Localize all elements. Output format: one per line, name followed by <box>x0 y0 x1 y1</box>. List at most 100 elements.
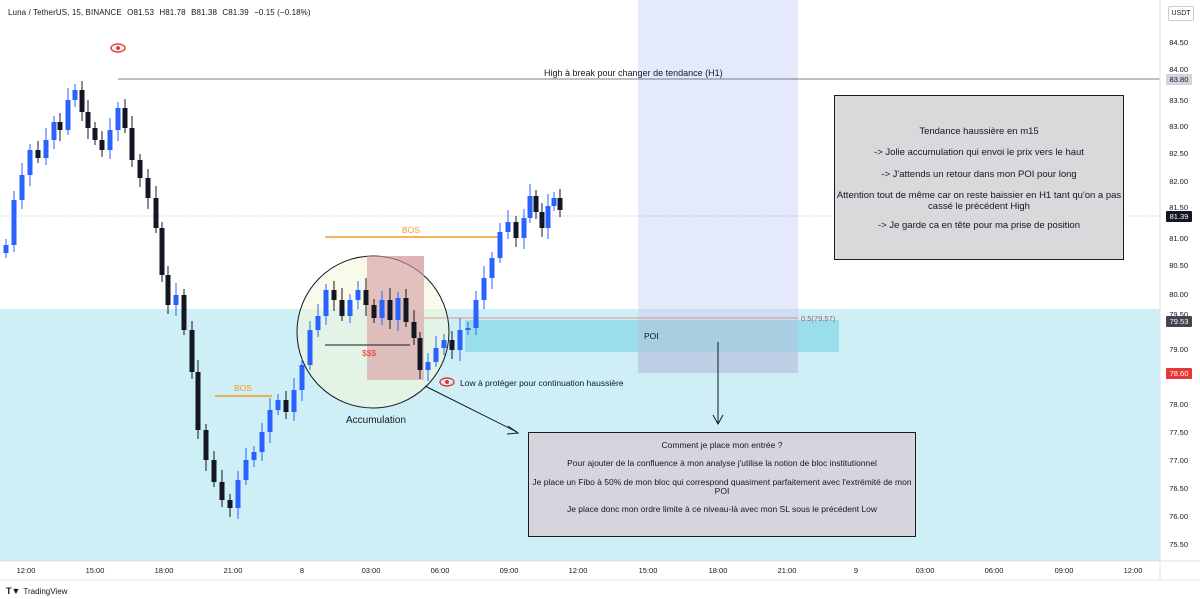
candle-body <box>473 300 479 328</box>
accumulation-label[interactable]: Accumulation <box>346 415 407 426</box>
candle-body <box>379 300 385 318</box>
time-tick: 21:00 <box>777 566 797 575</box>
time-tick: 03:00 <box>361 566 381 575</box>
open-value: O81.53 <box>127 8 154 17</box>
candle-body <box>195 372 201 430</box>
time-tick: 18:00 <box>154 566 174 575</box>
candle-body <box>331 290 337 300</box>
bos-label-bottom[interactable]: BOS <box>234 383 252 393</box>
entry-note-line: Pour ajouter de la confluence à mon anal… <box>567 458 877 469</box>
liquidity-label[interactable]: $$$ <box>362 348 377 358</box>
trend-note-line: -> Je garde ca en tête pour ma prise de … <box>878 220 1080 232</box>
time-tick: 12:00 <box>16 566 36 575</box>
candle-body <box>85 112 91 128</box>
symbol-legend[interactable]: Luna / TetherUS, 15, BINANCE O81.53 H81.… <box>8 8 314 17</box>
candle-body <box>339 300 345 316</box>
current-price-tag: 81.39 <box>1166 211 1192 222</box>
candle-body <box>251 452 257 460</box>
candle-body <box>481 278 487 300</box>
high-price-tag: 83.80 <box>1166 74 1192 85</box>
time-tick: 18:00 <box>708 566 728 575</box>
candle-body <box>551 198 557 206</box>
candle-body <box>115 108 121 130</box>
time-tick: 09:00 <box>499 566 519 575</box>
high-value: H81.78 <box>159 8 186 17</box>
candle-body <box>51 122 57 140</box>
price-tick: 76.50 <box>1169 484 1188 493</box>
trend-note[interactable]: Tendance haussière en m15 -> Jolie accum… <box>834 95 1124 260</box>
candle-body <box>307 330 313 365</box>
eye-icon[interactable] <box>110 43 126 53</box>
candle-body <box>57 122 63 130</box>
candle-body <box>411 322 417 338</box>
tradingview-logo[interactable]: T▼ TradingView <box>6 586 67 596</box>
candle-body <box>323 290 329 316</box>
candle-body <box>99 140 105 150</box>
price-tick: 82.00 <box>1169 177 1188 186</box>
high-line-label[interactable]: High à break pour changer de tendance (H… <box>544 68 723 78</box>
symbol-name[interactable]: Luna / TetherUS, 15, BINANCE <box>8 8 122 17</box>
price-tick: 81.50 <box>1169 203 1188 212</box>
candle-body <box>173 295 179 305</box>
poi-label[interactable]: POI <box>644 331 659 341</box>
candle-body <box>145 178 151 198</box>
low-label[interactable]: Low à protéger pour continuation haussiè… <box>460 378 624 388</box>
candle-body <box>203 430 209 460</box>
candle-body <box>371 305 377 318</box>
bos-label-top[interactable]: BOS <box>402 225 420 235</box>
candle-body <box>165 275 171 305</box>
candle-body <box>283 400 289 412</box>
entry-note-title: Comment je place mon entrée ? <box>661 440 783 450</box>
candle-body <box>275 400 281 410</box>
candle-body <box>122 108 128 128</box>
candle-body <box>403 298 409 322</box>
candle-body <box>181 295 187 330</box>
fib-level-label[interactable]: 0.5(79.57) <box>801 314 836 323</box>
price-tick: 80.00 <box>1169 290 1188 299</box>
candle-body <box>65 100 71 130</box>
currency-button[interactable]: USDT <box>1168 6 1194 21</box>
candle-body <box>227 500 233 508</box>
time-tick: 12:00 <box>1123 566 1143 575</box>
candle-body <box>79 90 85 112</box>
price-tick: 76.00 <box>1169 512 1188 521</box>
price-tick: 79.00 <box>1169 345 1188 354</box>
time-tick: 21:00 <box>223 566 243 575</box>
zone-top-tag: 79.53 <box>1166 316 1192 327</box>
arrow-down-head <box>712 414 724 426</box>
trend-note-line: -> J'attends un retour dans mon POI pour… <box>881 168 1077 180</box>
candle-body <box>27 150 33 175</box>
time-tick: 9 <box>853 566 859 575</box>
price-tick: 83.50 <box>1169 96 1188 105</box>
candle-body <box>259 432 265 452</box>
trend-note-title: Tendance haussière en m15 <box>919 126 1039 137</box>
tradingview-logo-icon: T▼ <box>6 586 21 596</box>
price-tick: 83.00 <box>1169 122 1188 131</box>
time-tick: 09:00 <box>1054 566 1074 575</box>
candle-body <box>395 298 401 320</box>
candle-body <box>347 300 353 316</box>
candle-body <box>417 338 423 370</box>
candle-body <box>291 390 297 412</box>
candle-body <box>72 90 78 100</box>
candle-body <box>557 198 563 210</box>
time-tick: 8 <box>299 566 305 575</box>
candlestick-series[interactable] <box>3 81 563 519</box>
candle-body <box>425 362 431 370</box>
entry-note-line: Je place donc mon ordre limite à ce nive… <box>566 504 878 515</box>
candle-body <box>489 258 495 278</box>
candle-body <box>219 482 225 500</box>
entry-note[interactable]: Comment je place mon entrée ? Pour ajout… <box>528 432 916 537</box>
candle-body <box>457 330 463 350</box>
price-tick: 77.00 <box>1169 456 1188 465</box>
candle-body <box>3 245 9 253</box>
candle-body <box>19 175 25 200</box>
time-tick: 06:00 <box>430 566 450 575</box>
candle-body <box>441 340 447 348</box>
candle-body <box>527 196 533 218</box>
price-tick: 75.50 <box>1169 540 1188 549</box>
arrow-to-note <box>424 385 518 433</box>
eye-icon[interactable] <box>439 377 455 387</box>
candle-body <box>92 128 98 140</box>
